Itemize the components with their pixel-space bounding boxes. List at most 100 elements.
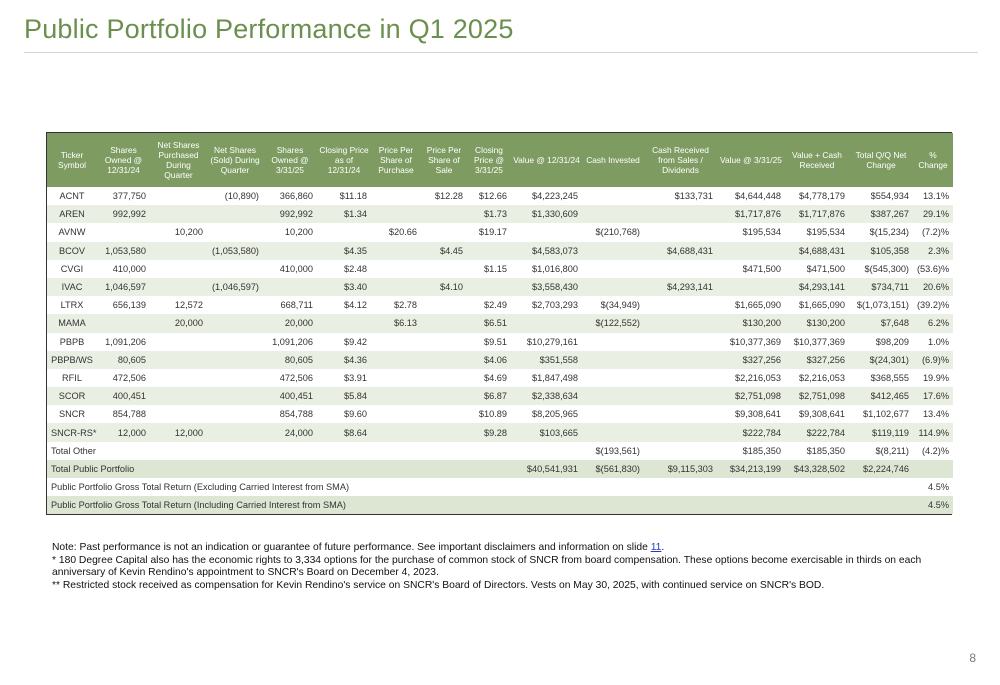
table-cell xyxy=(207,332,263,351)
table-cell: 6.2% xyxy=(913,314,953,333)
table-cell xyxy=(644,368,717,388)
table-cell: 472,506 xyxy=(97,368,150,388)
total-other-value-plus-cash: $185,350 xyxy=(785,441,849,460)
total-public-row: Total Public Portfolio $40,541,931 $(561… xyxy=(47,459,953,478)
table-cell xyxy=(150,387,207,406)
table-cell: $1,330,609 xyxy=(511,205,582,224)
note-restricted-stock: ** Restricted stock received as compensa… xyxy=(52,579,825,591)
table-cell: $4,293,141 xyxy=(644,277,717,297)
table-cell: $2,216,053 xyxy=(785,368,849,388)
table-cell: $1,717,876 xyxy=(717,205,785,224)
table-cell: 29.1% xyxy=(913,205,953,224)
table-cell xyxy=(150,187,207,206)
table-cell: $1,717,876 xyxy=(785,205,849,224)
table-cell xyxy=(207,387,263,406)
table-cell xyxy=(207,296,263,315)
table-cell xyxy=(207,259,263,278)
table-cell: (53.6)% xyxy=(913,259,953,278)
ticker-cell: BCOV xyxy=(47,241,97,260)
table-cell xyxy=(207,350,263,369)
gross-return-incl-row: Public Portfolio Gross Total Return (Inc… xyxy=(47,496,953,515)
column-header: Cash Invested xyxy=(582,133,644,187)
table-cell: 12,000 xyxy=(150,423,207,442)
table-row: BCOV 1,053,580 (1,053,580) $4.35 $4.45 $4,583… xyxy=(47,241,953,260)
table-cell: $4.69 xyxy=(467,368,511,388)
ticker-cell: MAMA xyxy=(47,314,97,333)
table-cell: $471,500 xyxy=(785,259,849,278)
table-cell xyxy=(371,423,421,442)
slide-link[interactable]: 11 xyxy=(650,542,662,553)
note-disclaimer-text: Note: Past performance is not an indicat… xyxy=(52,542,651,553)
table-cell xyxy=(644,387,717,406)
table-cell: $(210,768) xyxy=(582,223,644,242)
table-cell: $4.12 xyxy=(317,296,371,315)
table-cell xyxy=(207,368,263,388)
table-cell: $(24,301) xyxy=(849,350,913,369)
total-other-label: Total Other xyxy=(47,441,582,460)
table-row: CVGI 410,000 410,000 $2.48 $1.15 $1,016,800 $4… xyxy=(47,259,953,278)
ticker-cell: RFIL xyxy=(47,368,97,388)
table-cell: $1.15 xyxy=(467,259,511,278)
table-cell xyxy=(371,205,421,224)
ticker-cell: PBPB xyxy=(47,332,97,351)
total-public-value-12-31: $40,541,931 xyxy=(511,459,582,478)
table-cell: $4,688,431 xyxy=(644,241,717,260)
table-cell xyxy=(150,205,207,224)
column-header: Value + Cash Received xyxy=(785,133,849,187)
table-cell: $3,558,430 xyxy=(511,277,582,297)
ticker-cell: LTRX xyxy=(47,296,97,315)
table-cell: $387,267 xyxy=(849,205,913,224)
table-cell xyxy=(582,241,644,260)
table-cell: $(34,949) xyxy=(582,296,644,315)
table-cell xyxy=(150,332,207,351)
table-cell: $4.10 xyxy=(421,277,467,297)
column-header: Value @ 3/31/25 xyxy=(717,133,785,187)
table-cell xyxy=(467,241,511,260)
table-cell xyxy=(644,296,717,315)
table-cell: $6.13 xyxy=(371,314,421,333)
table-cell: $1,665,090 xyxy=(785,296,849,315)
note-disclaimer: Note: Past performance is not an indicat… xyxy=(52,542,665,553)
column-header: Shares Owned @ 12/31/24 xyxy=(97,133,150,187)
total-public-net-change: $2,224,746 xyxy=(849,459,913,478)
table-cell: $4.06 xyxy=(467,350,511,369)
table-cell: $4,223,245 xyxy=(511,187,582,206)
ticker-cell: SCOR xyxy=(47,387,97,406)
table-cell xyxy=(207,405,263,424)
table-cell xyxy=(582,205,644,224)
table-cell: 12,000 xyxy=(97,423,150,442)
table-cell: $1,102,677 xyxy=(849,405,913,424)
table-cell: $9,308,641 xyxy=(785,405,849,424)
table-cell xyxy=(97,223,150,242)
table-cell xyxy=(582,350,644,369)
table-cell: 854,788 xyxy=(97,405,150,424)
table-cell: $105,358 xyxy=(849,241,913,260)
table-cell xyxy=(644,205,717,224)
table-cell xyxy=(582,332,644,351)
column-header: Price Per Share of Purchase xyxy=(371,133,421,187)
table-cell: $4.35 xyxy=(317,241,371,260)
table-cell: 1,091,206 xyxy=(97,332,150,351)
table-cell: 1,046,597 xyxy=(97,277,150,297)
table-cell: $222,784 xyxy=(717,423,785,442)
table-cell xyxy=(511,223,582,242)
table-cell: $3.40 xyxy=(317,277,371,297)
table-cell: 992,992 xyxy=(263,205,317,224)
table-cell: $2.78 xyxy=(371,296,421,315)
table-row: ACNT 377,750 (10,890) 366,860 $11.18 $12.28 $1… xyxy=(47,187,953,206)
table-cell: $2,751,098 xyxy=(717,387,785,406)
total-other-cash-invested: $(193,561) xyxy=(582,441,644,460)
table-cell: 656,139 xyxy=(97,296,150,315)
table-cell: 400,451 xyxy=(263,387,317,406)
table-cell: $4,778,179 xyxy=(785,187,849,206)
table-cell xyxy=(644,405,717,424)
table-cell: 1,053,580 xyxy=(97,241,150,260)
table-cell: $2.48 xyxy=(317,259,371,278)
table-cell xyxy=(371,350,421,369)
table-cell xyxy=(644,332,717,351)
column-header: Cash Received from Sales / Dividends xyxy=(644,133,717,187)
table-cell: $2,216,053 xyxy=(717,368,785,388)
table-cell xyxy=(263,277,317,297)
table-cell: $327,256 xyxy=(717,350,785,369)
table-cell: (1,046,597) xyxy=(207,277,263,297)
